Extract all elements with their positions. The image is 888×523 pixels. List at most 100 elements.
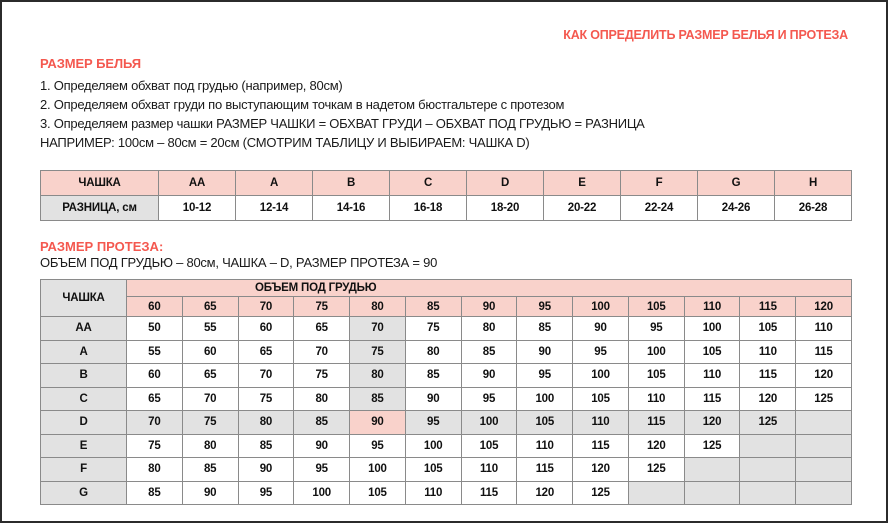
empty-cell xyxy=(739,457,797,482)
size-cell: 120 xyxy=(683,410,741,435)
size-cell: 105 xyxy=(572,386,629,411)
size-cell: 125 xyxy=(627,457,685,482)
size-cell: 80 xyxy=(404,339,462,364)
size-cell: 115 xyxy=(739,363,797,388)
size-cell: 90 xyxy=(460,363,518,388)
size-cell: 70 xyxy=(181,386,239,411)
size-cell: 60 xyxy=(126,363,183,388)
size-cell: 105 xyxy=(349,480,406,505)
size-cell: 50 xyxy=(126,316,183,341)
difference-row-label: РАЗНИЦА, см xyxy=(40,195,159,221)
size-cell: 100 xyxy=(349,457,406,482)
cup-row-label: A xyxy=(40,339,127,364)
cup-header-cell: A xyxy=(235,170,313,196)
size-cell: 65 xyxy=(293,316,351,341)
cup-header-cell: AA xyxy=(158,170,236,196)
size-cell: 125 xyxy=(683,433,741,458)
size-cell: 95 xyxy=(516,363,574,388)
size-cell: 125 xyxy=(572,480,629,505)
size-cell: 90 xyxy=(516,339,574,364)
size-cell: 70 xyxy=(293,339,351,364)
size-cell: 80 xyxy=(460,316,518,341)
table-row: ЧАШКА AA A B C D E F G H xyxy=(40,170,852,196)
cup-header-cell: E xyxy=(543,170,621,196)
empty-cell xyxy=(739,433,797,458)
table-row: F 80 85 90 95 100 105 110 115 120 125 xyxy=(40,457,852,482)
size-cell: 120 xyxy=(572,457,629,482)
size-cell: 95 xyxy=(627,316,685,341)
underbust-column-header: 120 xyxy=(795,296,852,317)
size-cell: 110 xyxy=(683,363,741,388)
difference-cell: 22-24 xyxy=(620,195,698,221)
underbust-group-header: ОБЪЕМ ПОД ГРУДЬЮ xyxy=(126,279,852,297)
underbust-column-header: 65 xyxy=(181,296,239,317)
table-row: B 60 65 70 75 80 85 90 95 100 105 110 115 120 xyxy=(40,363,852,388)
difference-cell: 20-22 xyxy=(543,195,621,221)
size-cell: 70 xyxy=(237,363,295,388)
size-cell: 100 xyxy=(683,316,741,341)
cup-row-label: G xyxy=(40,480,127,505)
underbust-column-header: 75 xyxy=(293,296,351,317)
size-cell: 75 xyxy=(126,433,183,458)
size-cell: 95 xyxy=(460,386,518,411)
size-cell: 90 xyxy=(181,480,239,505)
size-cell: 80 xyxy=(126,457,183,482)
table-row: РАЗНИЦА, см 10-12 12-14 14-16 16-18 18-2… xyxy=(40,195,852,221)
size-cell: 100 xyxy=(460,410,518,435)
empty-cell xyxy=(683,457,741,482)
size-cell: 95 xyxy=(404,410,462,435)
empty-cell xyxy=(739,480,797,505)
underbust-column-header: 85 xyxy=(404,296,462,317)
instruction-step: 2. Определяем обхват груди по выступающи… xyxy=(40,97,565,112)
underbust-column-header: 95 xyxy=(516,296,574,317)
size-cell: 70 xyxy=(349,316,406,341)
difference-cell: 12-14 xyxy=(235,195,313,221)
table-header-row: 60 65 70 75 80 85 90 95 100 105 110 115 120 xyxy=(41,296,852,317)
page-title: КАК ОПРЕДЕЛИТЬ РАЗМЕР БЕЛЬЯ И ПРОТЕЗА xyxy=(563,28,848,42)
table-header-row: ЧАШКА ОБЪЕМ ПОД ГРУДЬЮ xyxy=(40,279,852,317)
cup-header-cell: C xyxy=(389,170,467,196)
empty-cell xyxy=(795,480,852,505)
size-cell: 95 xyxy=(572,339,629,364)
underbust-column-header: 105 xyxy=(627,296,685,317)
size-cell: 55 xyxy=(181,316,239,341)
size-cell: 100 xyxy=(404,433,462,458)
size-cell: 75 xyxy=(181,410,239,435)
size-cell: 85 xyxy=(293,410,351,435)
cup-difference-table: ЧАШКА AA A B C D E F G H РАЗНИЦА, см 10-… xyxy=(40,170,852,221)
underbust-column-header: 100 xyxy=(572,296,629,317)
size-cell: 65 xyxy=(126,386,183,411)
empty-cell xyxy=(627,480,685,505)
size-cell: 110 xyxy=(460,457,518,482)
size-cell: 110 xyxy=(627,386,685,411)
cup-row-label: D xyxy=(40,410,127,435)
size-cell: 115 xyxy=(516,457,574,482)
size-cell: 60 xyxy=(181,339,239,364)
size-cell: 80 xyxy=(349,363,406,388)
size-cell: 80 xyxy=(181,433,239,458)
size-cell: 100 xyxy=(516,386,574,411)
size-cell: 125 xyxy=(739,410,797,435)
prosthesis-example: ОБЪЕМ ПОД ГРУДЬЮ – 80см, ЧАШКА – D, РАЗМ… xyxy=(40,255,438,270)
size-cell: 60 xyxy=(237,316,295,341)
size-cell: 90 xyxy=(572,316,629,341)
size-cell: 75 xyxy=(293,363,351,388)
size-cell: 110 xyxy=(404,480,462,505)
size-cell: 120 xyxy=(739,386,797,411)
size-cell: 105 xyxy=(516,410,574,435)
size-cell: 110 xyxy=(516,433,574,458)
table-row: A 55 60 65 70 75 80 85 90 95 100 105 110 115 xyxy=(40,339,852,364)
highlighted-size-cell: 90 xyxy=(349,410,406,435)
size-cell: 85 xyxy=(181,457,239,482)
size-cell: 105 xyxy=(404,457,462,482)
size-cell: 65 xyxy=(237,339,295,364)
size-cell: 115 xyxy=(572,433,629,458)
size-cell: 70 xyxy=(126,410,183,435)
size-cell: 105 xyxy=(739,316,797,341)
cup-header-cell: G xyxy=(697,170,775,196)
table-row: G 85 90 95 100 105 110 115 120 125 xyxy=(40,480,852,505)
size-cell: 90 xyxy=(404,386,462,411)
size-cell: 90 xyxy=(293,433,351,458)
